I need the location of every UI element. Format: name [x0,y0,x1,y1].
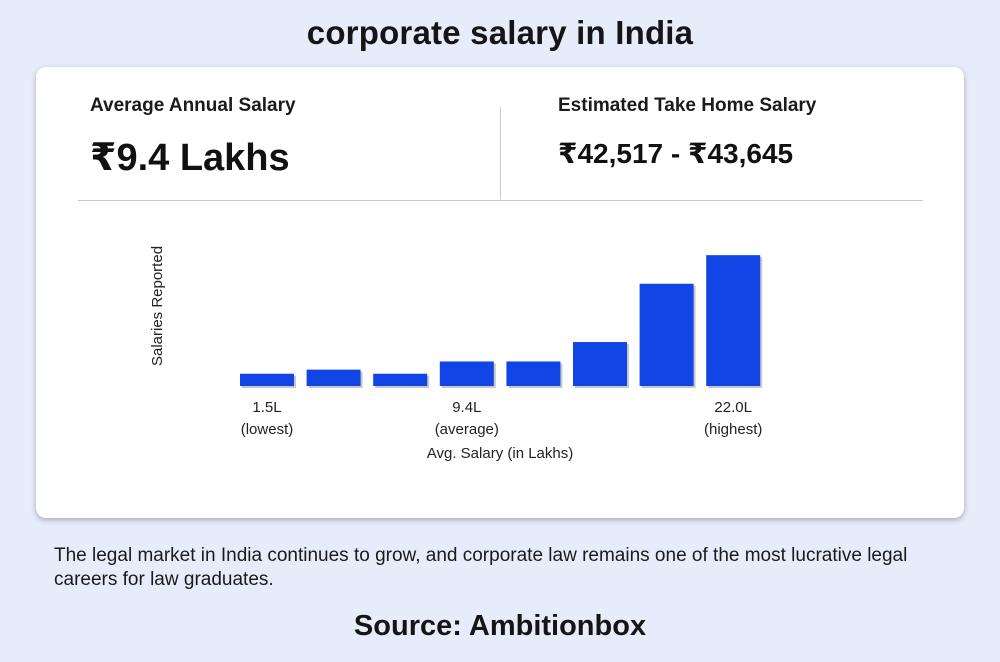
x-tick-label: 9.4L [452,399,481,416]
bar-6 [639,283,694,386]
bar-7 [706,255,761,386]
bar-1 [306,369,361,386]
section-divider [78,200,923,201]
salary-histogram-chart: 1.5L(lowest)9.4L(average)22.0L(highest) … [149,246,763,462]
x-tick-labels: 1.5L (lowest) 9.4L (average) 22.0L (highest) [241,399,763,438]
average-salary-label: Average Annual Salary [90,95,296,116]
x-tick-label: 22.0L [714,399,752,416]
bars-layer [240,255,763,388]
stat-divider [500,107,501,199]
y-axis-label: Salaries Reported [149,246,166,366]
takehome-salary-label: Estimated Take Home Salary [558,95,817,116]
bar-5 [573,342,627,386]
bar-4 [506,361,561,386]
x-tick-sublabel: (average) [435,421,499,438]
bar-2 [373,373,428,386]
x-axis-label: Avg. Salary (in Lakhs) [427,445,573,462]
x-tick-sublabel: (lowest) [241,421,294,438]
average-salary-stat: Average Annual Salary ₹9.4 Lakhs [90,95,296,180]
average-salary-value: ₹9.4 Lakhs [90,137,290,179]
page-title: corporate salary in India [306,14,694,51]
description-text: The legal market in India continues to g… [54,545,908,590]
takehome-salary-value: ₹42,517 - ₹43,645 [558,138,794,169]
salary-card: Average Annual Salary ₹9.4 Lakhs Estimat… [36,67,964,518]
source-label: Source: Ambitionbox [353,610,647,642]
bar-3 [439,361,494,386]
bar-0 [240,373,294,386]
x-tick-label: 1.5L [252,399,281,416]
x-tick-sublabel: (highest) [704,421,762,438]
takehome-salary-stat: Estimated Take Home Salary ₹42,517 - ₹43… [558,95,816,170]
